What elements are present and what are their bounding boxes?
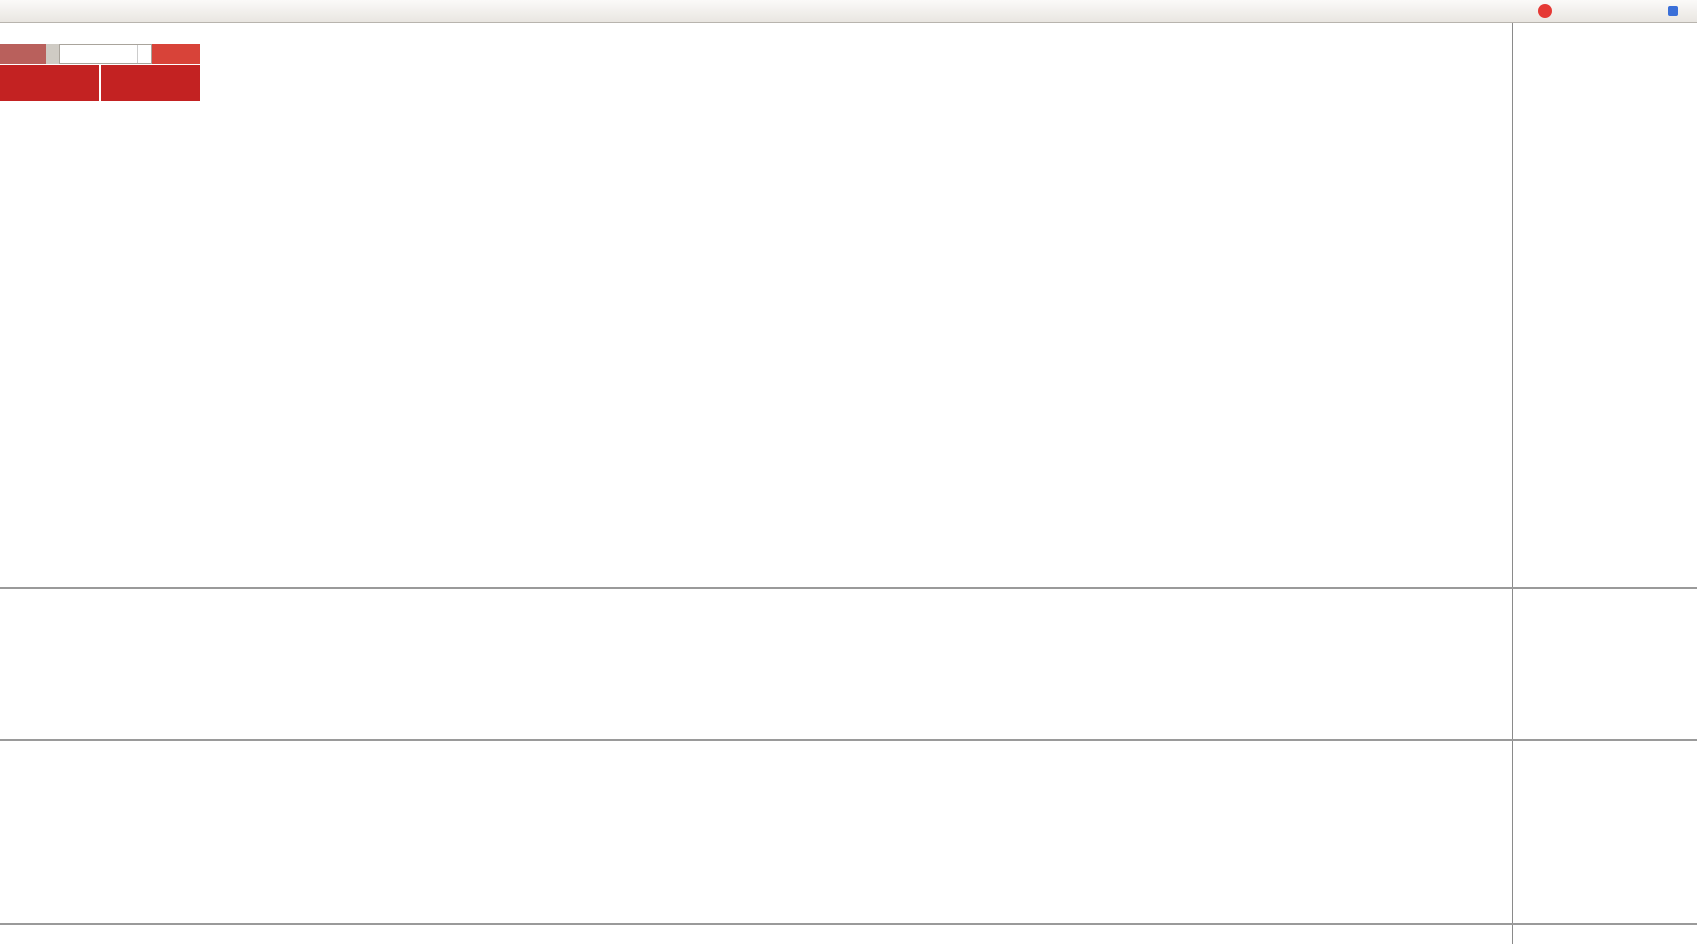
volume-field[interactable] <box>59 44 152 64</box>
main-chart[interactable] <box>0 22 1512 588</box>
toolbar-right <box>1512 0 1678 22</box>
search-icon[interactable] <box>1521 2 1527 20</box>
volume-down-icon[interactable] <box>138 54 151 63</box>
toolbar <box>0 0 1697 23</box>
notification-badge[interactable] <box>1538 4 1552 18</box>
macd-panel[interactable] <box>0 588 1512 740</box>
community-icon[interactable] <box>1668 6 1678 16</box>
sell-button[interactable] <box>0 44 46 64</box>
time-axis[interactable] <box>0 924 1512 944</box>
one-click-trade-panel <box>0 44 200 101</box>
price-scale[interactable] <box>1512 22 1697 944</box>
rsi-panel[interactable] <box>0 740 1512 924</box>
trade-options-caret[interactable] <box>46 44 59 64</box>
quantity-stepper <box>137 45 151 63</box>
volume-value[interactable] <box>60 45 137 63</box>
toolbar-buttons <box>0 0 2 22</box>
sell-price[interactable] <box>0 65 99 101</box>
buy-price[interactable] <box>101 65 200 101</box>
buy-button[interactable] <box>152 44 200 64</box>
panel-separator[interactable] <box>0 923 1697 925</box>
panel-separator[interactable] <box>0 739 1697 741</box>
panel-separator[interactable] <box>0 587 1697 589</box>
volume-up-icon[interactable] <box>138 45 151 54</box>
